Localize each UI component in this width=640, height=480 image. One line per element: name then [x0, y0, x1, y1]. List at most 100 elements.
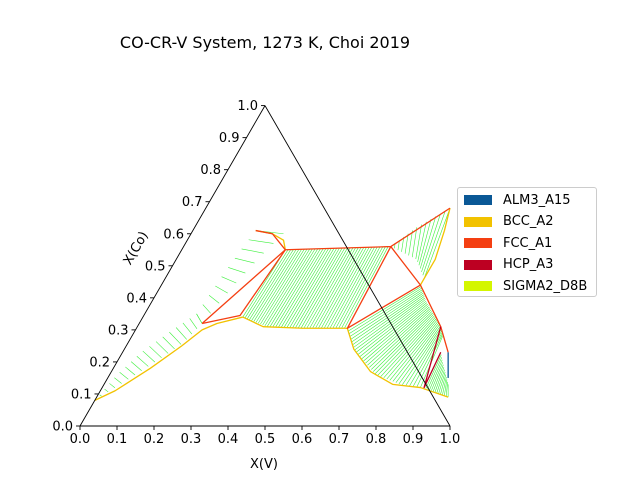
legend-label: ALM3_A15: [503, 192, 571, 208]
tie-line: [386, 320, 438, 380]
tie-line: [434, 367, 445, 393]
tie-lines: [99, 208, 451, 398]
tie-line: [335, 246, 381, 329]
tie-line: [241, 248, 264, 254]
tie-line: [155, 341, 169, 354]
axis-ticks: 0.0 0.1 0.2 0.3 0.4 0.5 0.6 0.7 0.8 0.9 1.0 0.0 0.1 0…: [52, 99, 460, 447]
phase-boundary: [423, 326, 442, 389]
tie-line: [114, 377, 122, 384]
y-tick-label: 0.5: [145, 259, 166, 274]
tie-line: [280, 248, 329, 328]
tie-line: [130, 361, 142, 371]
x-tick-label: 0.7: [329, 432, 350, 447]
legend-swatch: [464, 238, 492, 248]
tie-line: [357, 300, 427, 355]
tie-line: [189, 318, 198, 329]
tie-line: [303, 247, 351, 329]
phase-boundaries: [94, 207, 451, 401]
legend-item: BCC_A2: [464, 214, 554, 230]
tie-line: [104, 388, 109, 393]
tie-line: [260, 249, 308, 325]
tie-line: [405, 329, 442, 386]
tie-line: [338, 246, 383, 329]
x-tick-label: 0.3: [181, 432, 202, 447]
tie-line: [162, 336, 175, 350]
legend: ALM3_A15 BCC_A2 FCC_A1 HCP_A3 SIGMA2_D8B: [457, 187, 597, 297]
y-tick-label: 0.1: [71, 387, 92, 402]
tie-line: [371, 311, 433, 370]
phase-boundary: [201, 207, 451, 324]
x-tick-label: 0.8: [366, 432, 387, 447]
tie-line: [253, 249, 300, 322]
tie-line: [257, 249, 305, 324]
tie-line: [289, 248, 337, 328]
tie-line: [323, 247, 370, 329]
tie-line: [349, 289, 423, 337]
tie-line: [445, 381, 448, 397]
phase-boundary: [242, 316, 348, 329]
tie-line: [312, 247, 359, 329]
legend-swatch: [464, 259, 492, 270]
y-tick-label: 0.8: [200, 163, 221, 178]
tie-line: [372, 312, 433, 372]
tie-line: [421, 213, 441, 273]
tie-line: [380, 317, 436, 377]
tie-line: [404, 233, 409, 254]
tie-line: [440, 374, 447, 395]
tie-line: [431, 362, 443, 391]
tie-line: [169, 331, 182, 345]
phase-boundary: [94, 316, 243, 401]
tie-line: [215, 285, 228, 294]
tie-line: [344, 246, 389, 329]
tie-line: [444, 379, 448, 396]
tie-line: [326, 247, 373, 329]
tie-line: [269, 248, 318, 327]
tie-line: [99, 394, 102, 397]
legend-label: HCP_A3: [503, 257, 554, 272]
phase-boundary: [346, 246, 422, 329]
phase-boundary: [346, 328, 449, 398]
tie-line: [234, 257, 255, 264]
y-tick-label: 0.7: [182, 195, 203, 210]
y-tick-label: 0.3: [108, 323, 129, 338]
tie-line: [244, 249, 289, 319]
tie-line: [398, 325, 441, 385]
tie-line: [119, 372, 129, 380]
tie-line: [318, 247, 364, 329]
tie-line: [442, 376, 447, 396]
y-tick-label: 0.9: [219, 131, 240, 146]
legend-label: BCC_A2: [503, 214, 554, 229]
tie-line: [438, 372, 446, 394]
tie-line: [392, 322, 439, 382]
tie-line: [262, 249, 310, 326]
tie-line: [182, 322, 193, 335]
tie-line: [417, 221, 427, 262]
x-tick-label: 0.4: [218, 432, 239, 447]
tie-line: [272, 248, 321, 328]
tie-line: [202, 304, 211, 314]
tie-line: [425, 354, 442, 389]
tie-line: [286, 248, 335, 328]
tie-line: [320, 247, 367, 329]
tie-line: [429, 359, 443, 391]
tie-line: [196, 313, 203, 324]
tie-line: [329, 247, 375, 329]
legend-label: FCC_A1: [503, 235, 553, 251]
y-tick-label: 0.4: [126, 291, 147, 306]
tie-line: [369, 309, 432, 368]
tie-line: [354, 297, 426, 351]
x-tick-label: 0.0: [70, 432, 91, 447]
tie-line: [374, 314, 434, 374]
tie-line: [418, 218, 432, 266]
legend-item: HCP_A3: [464, 257, 553, 273]
tie-line: [383, 318, 437, 379]
chart-title: CO-CR-V System, 1273 K, Choi 2019: [119, 33, 411, 52]
tie-line: [300, 248, 348, 329]
legend-label: SIGMA2_D8B: [503, 278, 588, 294]
tie-line: [415, 224, 422, 259]
tie-line: [255, 249, 302, 323]
x-tick-label: 0.6: [292, 432, 313, 447]
legend-item: SIGMA2_D8B: [464, 278, 587, 294]
tie-line: [136, 356, 149, 367]
